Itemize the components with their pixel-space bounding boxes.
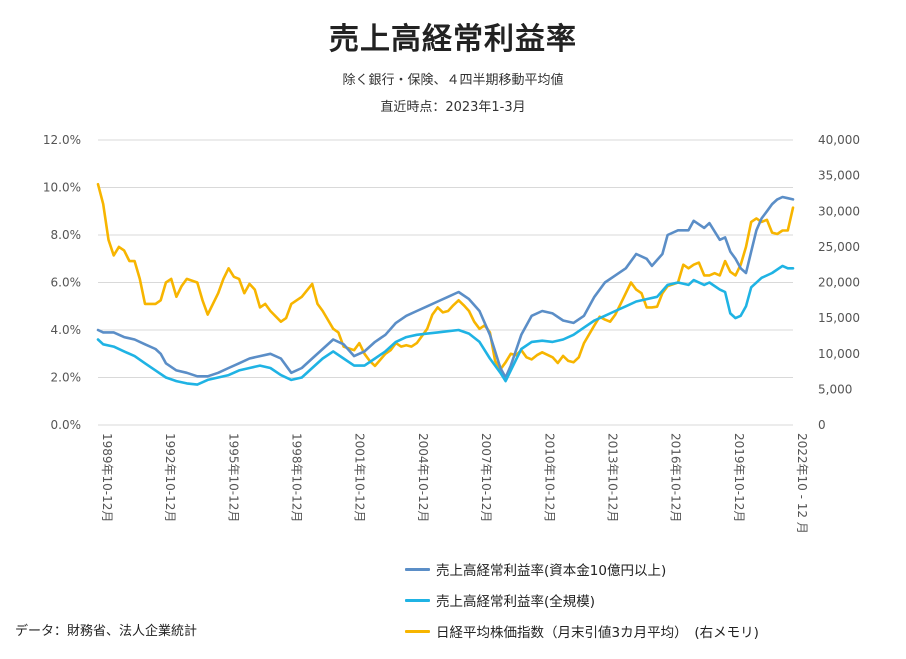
x-tick-label: 1989年10-12月 [100, 433, 114, 522]
data-source-note: データ：財務省、法人企業統計 [15, 624, 198, 639]
x-tick-label: 2010年10-12月 [542, 433, 556, 522]
y-left-tick-label: 0.0% [51, 418, 82, 432]
legend-label-nikkei: 日経平均株価指数（月末引値3カ月平均） (右メモリ) [436, 625, 759, 641]
y-right-tick-label: 40,000 [818, 133, 860, 147]
legend-swatch-large-firms [405, 567, 430, 571]
y-left-tick-label: 2.0% [51, 371, 82, 385]
y-right-tick-label: 10,000 [818, 347, 860, 361]
x-axis-labels: 1989年10-12月 1992年10-12月 1995年10-12月 1998年10… [100, 433, 809, 534]
y-left-tick-label: 12.0% [43, 133, 81, 147]
chart-subtitle: 除く銀行・保険、４四半期移動平均値 [342, 73, 564, 88]
y-left-tick-label: 6.0% [51, 276, 82, 290]
chart-date-note: 直近時点：2023年1-3月 [380, 100, 526, 115]
x-tick-label: 2013年10-12月 [605, 433, 619, 522]
legend-item-large-firms: 売上高経常利益率(資本金10億円以上) [405, 559, 666, 579]
legend-swatch-nikkei [405, 629, 430, 633]
x-tick-label: 1998年10-12月 [290, 433, 304, 522]
y-left-tick-label: 4.0% [51, 323, 82, 337]
y-right-tick-label: 20,000 [818, 276, 860, 290]
series-line-1 [96, 264, 795, 386]
legend-label-all-firms: 売上高経常利益率(全規模) [436, 594, 596, 610]
y-right-tick-label: 15,000 [818, 311, 860, 325]
x-tick-label: 2001年10-12月 [353, 433, 367, 522]
legend-swatch-all-firms [405, 598, 430, 602]
y-right-tick-label: 30,000 [818, 204, 860, 218]
x-tick-label: 2019年10-12月 [732, 433, 746, 522]
series-lines [96, 182, 795, 386]
y-right-tick-label: 35,000 [818, 169, 860, 183]
x-tick-label: 2016年10-12月 [669, 433, 683, 522]
y-left-tick-label: 8.0% [51, 228, 82, 242]
x-tick-label: 2022年10 - 12 月 [795, 433, 809, 534]
x-tick-label: 2007年10-12月 [479, 433, 493, 522]
x-tick-label: 1995年10-12月 [226, 433, 240, 522]
legend-item-nikkei: 日経平均株価指数（月末引値3カ月平均） (右メモリ) [405, 621, 759, 641]
legend-label-large-firms: 売上高経常利益率(資本金10億円以上) [436, 563, 667, 579]
y-right-tick-label: 25,000 [818, 240, 860, 254]
x-tick-label: 1992年10-12月 [163, 433, 177, 522]
series-line-0 [96, 195, 795, 379]
left-axis-labels: 0.0% 2.0% 4.0% 6.0% 8.0% 10.0% 12.0% [43, 133, 81, 432]
y-right-tick-label: 5,000 [818, 382, 852, 396]
legend-item-all-firms: 売上高経常利益率(全規模) [405, 590, 595, 610]
right-axis-labels: 0 5,000 10,000 15,000 20,000 25,000 30,000 35,0… [818, 133, 860, 432]
y-right-tick-label: 0 [818, 418, 826, 432]
chart-title: 売上高経常利益率 [329, 22, 577, 57]
series-line-2 [96, 182, 795, 371]
y-left-tick-label: 10.0% [43, 181, 81, 195]
x-tick-label: 2004年10-12月 [416, 433, 430, 522]
